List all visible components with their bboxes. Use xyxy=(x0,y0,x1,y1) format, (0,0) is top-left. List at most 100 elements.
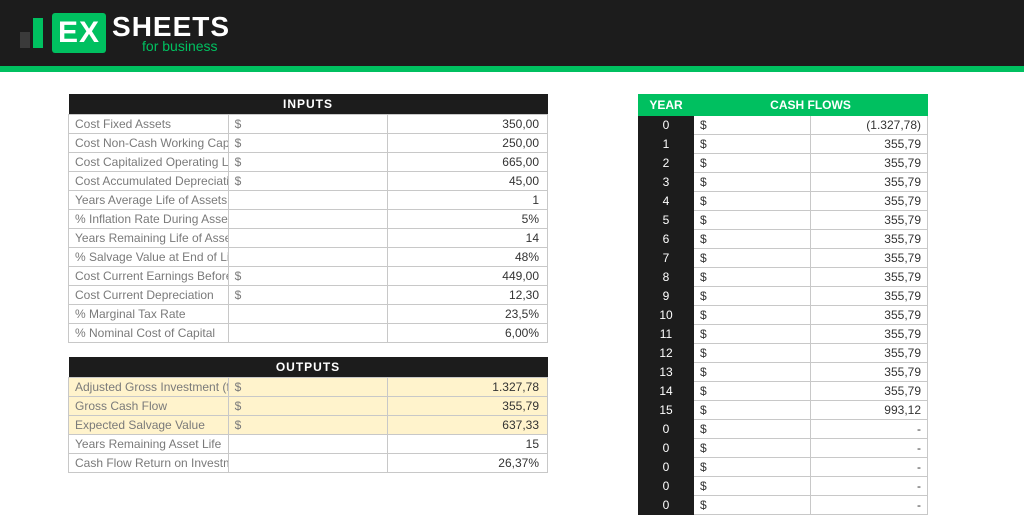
table-row[interactable]: Years Remaining Life of Assets14 xyxy=(69,229,548,248)
table-row: 13$355,79 xyxy=(639,363,928,382)
input-value[interactable]: 14 xyxy=(388,229,548,248)
input-value[interactable]: 665,00 xyxy=(388,153,548,172)
table-row[interactable]: Cost Capitalized Operating Leases$665,00 xyxy=(69,153,548,172)
table-row[interactable]: Cost Fixed Assets$350,00 xyxy=(69,115,548,134)
table-row: 14$355,79 xyxy=(639,382,928,401)
currency-symbol: $ xyxy=(228,286,388,305)
cf-year: 0 xyxy=(639,116,694,135)
cf-value: 355,79 xyxy=(811,306,928,325)
table-row: 0$- xyxy=(639,496,928,515)
table-row[interactable]: % Nominal Cost of Capital 6,00% xyxy=(69,324,548,343)
currency-symbol xyxy=(228,210,388,229)
output-label: Adjusted Gross Investment (for Inflation… xyxy=(69,378,229,397)
currency-symbol xyxy=(228,435,388,454)
table-row[interactable]: Cost Accumulated Depreciation on Assets$… xyxy=(69,172,548,191)
table-row: 7$355,79 xyxy=(639,249,928,268)
cf-header: CASH FLOWS xyxy=(694,95,928,116)
currency-symbol: $ xyxy=(694,116,811,135)
cf-year: 11 xyxy=(639,325,694,344)
input-label: Cost Fixed Assets xyxy=(69,115,229,134)
currency-symbol: $ xyxy=(694,211,811,230)
cf-value: 355,79 xyxy=(811,363,928,382)
cf-value: 355,79 xyxy=(811,249,928,268)
cf-value: (1.327,78) xyxy=(811,116,928,135)
input-value[interactable]: 250,00 xyxy=(388,134,548,153)
cf-year: 6 xyxy=(639,230,694,249)
currency-symbol: $ xyxy=(694,344,811,363)
table-row[interactable]: % Salvage Value at End of Life 48% xyxy=(69,248,548,267)
input-value[interactable]: 45,00 xyxy=(388,172,548,191)
input-label: % Salvage Value at End of Life xyxy=(69,248,229,267)
cf-year: 5 xyxy=(639,211,694,230)
cf-year: 7 xyxy=(639,249,694,268)
currency-symbol: $ xyxy=(694,363,811,382)
cf-year: 1 xyxy=(639,135,694,154)
currency-symbol xyxy=(228,229,388,248)
table-row: 0$- xyxy=(639,420,928,439)
table-row[interactable]: Cost Non-Cash Working Capital$250,00 xyxy=(69,134,548,153)
table-row[interactable]: Years Average Life of Assets 1 xyxy=(69,191,548,210)
input-value[interactable]: 350,00 xyxy=(388,115,548,134)
table-row: 0$- xyxy=(639,477,928,496)
table-row: 3$355,79 xyxy=(639,173,928,192)
input-value[interactable]: 6,00% xyxy=(388,324,548,343)
logo-text: SHEETS for business xyxy=(112,13,230,53)
table-row[interactable]: Cost Current Depreciation$12,30 xyxy=(69,286,548,305)
table-row: 10$355,79 xyxy=(639,306,928,325)
cf-year: 15 xyxy=(639,401,694,420)
currency-symbol: $ xyxy=(694,287,811,306)
currency-symbol xyxy=(228,305,388,324)
table-row: Cash Flow Return on Investment (CFROI)26… xyxy=(69,454,548,473)
currency-symbol: $ xyxy=(694,135,811,154)
currency-symbol: $ xyxy=(228,153,388,172)
currency-symbol: $ xyxy=(694,325,811,344)
input-value[interactable]: 449,00 xyxy=(388,267,548,286)
input-value[interactable]: 5% xyxy=(388,210,548,229)
input-label: Cost Accumulated Depreciation on Assets xyxy=(69,172,229,191)
cf-value: 355,79 xyxy=(811,135,928,154)
cf-value: - xyxy=(811,496,928,515)
currency-symbol: $ xyxy=(694,458,811,477)
input-label: % Nominal Cost of Capital xyxy=(69,324,229,343)
table-row: 4$355,79 xyxy=(639,192,928,211)
cf-value: 355,79 xyxy=(811,287,928,306)
currency-symbol: $ xyxy=(694,154,811,173)
table-row: 11$355,79 xyxy=(639,325,928,344)
inputs-table: INPUTS Cost Fixed Assets$350,00Cost Non-… xyxy=(68,94,548,343)
input-label: Cost Non-Cash Working Capital xyxy=(69,134,229,153)
cf-value: 355,79 xyxy=(811,382,928,401)
outputs-header: OUTPUTS xyxy=(69,357,548,378)
cf-year: 8 xyxy=(639,268,694,287)
cf-year: 0 xyxy=(639,439,694,458)
cf-year: 0 xyxy=(639,496,694,515)
table-row[interactable]: % Inflation Rate During Asset Life (Annu… xyxy=(69,210,548,229)
input-label: % Marginal Tax Rate xyxy=(69,305,229,324)
input-value[interactable]: 48% xyxy=(388,248,548,267)
currency-symbol: $ xyxy=(694,230,811,249)
currency-symbol xyxy=(228,248,388,267)
output-value: 355,79 xyxy=(388,397,548,416)
currency-symbol: $ xyxy=(694,439,811,458)
table-row[interactable]: Cost Current Earnings Before Interest an… xyxy=(69,267,548,286)
cf-year: 2 xyxy=(639,154,694,173)
page: EX SHEETS for business INPUTS Cost Fixed… xyxy=(0,0,1024,507)
output-label: Expected Salvage Value xyxy=(69,416,229,435)
output-label: Cash Flow Return on Investment (CFROI) xyxy=(69,454,229,473)
currency-symbol: $ xyxy=(228,378,388,397)
input-value[interactable]: 23,5% xyxy=(388,305,548,324)
output-label: Years Remaining Asset Life xyxy=(69,435,229,454)
table-row: 0$(1.327,78) xyxy=(639,116,928,135)
table-row: Adjusted Gross Investment (for Inflation… xyxy=(69,378,548,397)
cf-value: 993,12 xyxy=(811,401,928,420)
logo-tagline: for business xyxy=(142,39,230,53)
currency-symbol: $ xyxy=(228,397,388,416)
cf-year: 0 xyxy=(639,477,694,496)
input-label: Years Average Life of Assets xyxy=(69,191,229,210)
input-value[interactable]: 12,30 xyxy=(388,286,548,305)
currency-symbol xyxy=(228,454,388,473)
output-value: 1.327,78 xyxy=(388,378,548,397)
cf-year: 13 xyxy=(639,363,694,382)
input-value[interactable]: 1 xyxy=(388,191,548,210)
table-row[interactable]: % Marginal Tax Rate 23,5% xyxy=(69,305,548,324)
output-value: 15 xyxy=(388,435,548,454)
